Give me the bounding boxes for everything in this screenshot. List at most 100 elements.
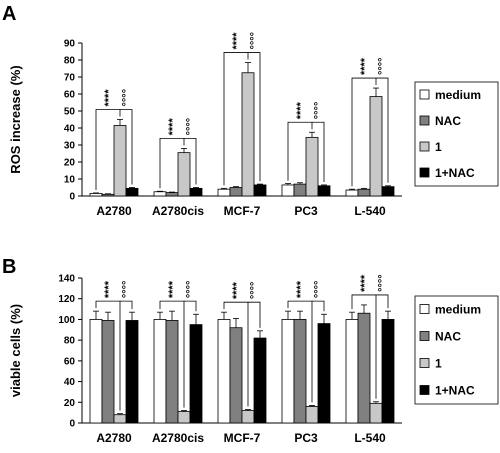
y-axis-label: ROS increase (%) [8,65,23,173]
significance-circles: °°°° [249,32,261,50]
legend-swatch [419,385,430,395]
x-tick-label: A2780 [96,431,132,445]
bar-medium-pc3 [281,319,295,424]
bar-1-nac-a2780cis [189,187,203,197]
significance-bracket-circles [312,300,325,312]
x-tick-label: L-540 [354,431,386,445]
significance-bracket-stars [351,294,377,399]
bar-1-nac-pc3 [317,323,331,424]
legend-swatch [419,358,430,368]
bar-medium-a2780cis [153,191,167,197]
bar-1-a2780 [113,125,127,197]
y-tick-label: 30 [64,141,76,152]
x-tick-label: A2780cis [152,431,204,445]
significance-circles: °°°° [121,281,133,299]
significance-bracket-circles [312,121,325,182]
significance-stars: **** [295,101,307,119]
legend-label: NAC [435,330,461,344]
y-tick-label: 100 [58,315,75,326]
panel-label: B [2,256,16,278]
significance-bracket-stars [287,121,313,181]
y-tick-label: 120 [58,294,75,305]
legend-label: 1 [435,140,442,154]
y-tick-label: 50 [64,107,76,118]
y-tick-label: 20 [64,158,76,169]
significance-stars: **** [103,280,115,298]
significance-bracket-circles [184,300,197,312]
significance-bracket-stars [223,301,249,407]
significance-bracket-circles [376,294,389,309]
bar-medium-mcf-7 [217,319,231,424]
bar-1-nac-a2780 [125,320,139,424]
significance-bracket-circles [248,301,261,328]
y-tick-label: 140 [58,274,75,285]
significance-stars: **** [231,281,243,299]
bar-1-l-540 [369,402,383,424]
y-tick-label: 40 [64,377,76,388]
legend-swatch [419,167,430,178]
legend-swatch [419,331,430,341]
significance-bracket-stars [351,77,377,187]
y-tick-label: 10 [64,175,76,186]
bar-1-a2780cis [177,411,191,424]
significance-bracket-circles [120,109,133,185]
legend: medium NAC 1 1+NAC [414,295,499,405]
legend-label: 1+NAC [435,384,475,398]
bar-nac-mcf-7 [229,187,243,197]
significance-circles: °°°° [377,274,389,292]
bar-nac-l-540 [357,188,371,197]
significance-bracket-circles [120,300,133,310]
significance-circles: °°°° [249,282,261,300]
bar-nac-pc3 [293,183,307,197]
y-axis-label: viable cells (%) [8,304,23,397]
bar-1-l-540 [369,96,383,197]
significance-stars: **** [359,57,371,75]
significance-circles: °°°° [185,281,197,299]
significance-stars: **** [359,274,371,292]
y-tick-label: 80 [64,336,76,347]
bar-1-pc3 [305,136,319,197]
bar-1-mcf-7 [241,72,255,197]
significance-bracket-stars [223,52,249,186]
legend-label: NAC [435,114,461,128]
legend-swatch [419,89,430,100]
significance-stars: **** [295,280,307,298]
significance-bracket-stars [287,300,313,403]
significance-circles: °°°° [185,118,197,136]
y-tick-label: 40 [64,124,76,135]
significance-circles: °°°° [313,102,325,120]
significance-bracket-stars [95,300,121,411]
x-tick-label: L-540 [354,204,386,218]
bar-nac-a2780cis [165,320,179,424]
significance-bracket-stars [95,109,121,190]
panel-label: A [2,3,16,25]
bar-1-nac-a2780 [125,187,139,197]
significance-stars: **** [167,280,179,298]
bar-medium-a2780cis [153,319,167,424]
bar-nac-a2780 [101,320,115,424]
y-tick-label: 0 [69,192,75,203]
x-tick-label: MCF-7 [224,204,261,218]
bar-nac-a2780 [101,193,115,197]
bar-1-nac-a2780cis [189,324,203,424]
legend-swatch [419,304,430,314]
x-tick-label: PC3 [294,204,318,218]
bar-nac-pc3 [293,319,307,424]
legend-label: 1 [435,357,442,371]
y-tick-label: 70 [64,73,76,84]
significance-bracket-circles [184,138,197,185]
x-tick-label: MCF-7 [224,431,261,445]
legend-swatch [419,115,430,126]
bar-1-a2780 [113,414,127,424]
bar-1-pc3 [305,406,319,424]
legend-label: medium [435,303,481,317]
legend: medium NAC 1 1+NAC [414,81,499,187]
bar-1-nac-mcf-7 [253,184,267,197]
bar-nac-mcf-7 [229,327,243,424]
significance-bracket-stars [159,300,185,408]
bar-nac-l-540 [357,312,371,424]
x-tick-label: A2780 [96,204,132,218]
chart-panel-A: A ROS increase (%) 0 10 20 30 40 50 60 70 80 90 A278… [2,3,499,218]
